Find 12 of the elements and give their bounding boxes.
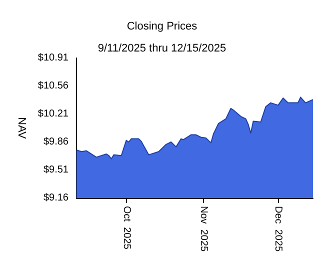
y-tick-label: $10.56 [38, 80, 69, 92]
y-tick-label: $9.86 [43, 136, 69, 148]
chart-subtitle: 9/11/2025 thru 12/15/2025 [98, 42, 226, 54]
x-tick-label: Dec 2025 [272, 206, 284, 252]
x-tick-label: Oct 2025 [120, 206, 132, 250]
y-tick-label: $10.21 [38, 108, 69, 120]
y-tick-label: $9.51 [43, 164, 69, 176]
y-tick-label: $10.91 [38, 52, 69, 64]
y-tick-label: $9.16 [43, 192, 69, 204]
y-axis-title: NAV [16, 117, 28, 140]
x-tick-label: Nov 2025 [198, 206, 209, 252]
chart-title: Closing Prices [126, 20, 198, 32]
